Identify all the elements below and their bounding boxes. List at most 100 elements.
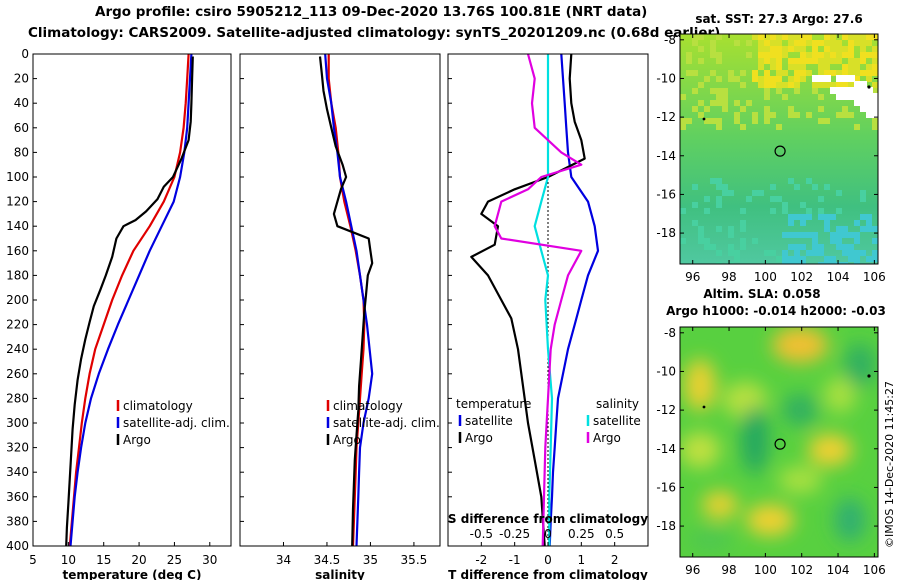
sst-cell (740, 82, 746, 88)
y-tick-label: -18 (656, 226, 676, 240)
sst-cell (860, 40, 866, 46)
sst-cell (776, 70, 782, 76)
sst-cell (836, 70, 842, 76)
sst-cell (704, 208, 710, 214)
sst-cell (818, 70, 824, 76)
x-tick-label: 98 (721, 563, 736, 577)
sst-cell (812, 250, 818, 256)
legend-label: satellite (465, 414, 513, 428)
sst-cell (776, 76, 782, 82)
sst-cell (806, 250, 812, 256)
sst-cell (806, 208, 812, 214)
sst-cell (794, 214, 800, 220)
sst-cell (824, 46, 830, 52)
sst-cell (788, 232, 794, 238)
sst-cell (830, 214, 836, 220)
sst-cell (692, 88, 698, 94)
sst-cell (746, 196, 752, 202)
secondary-tick-label: 0 (544, 527, 552, 541)
sst-cell (818, 58, 824, 64)
y-tick-label: 280 (6, 391, 29, 405)
difference-panel: -2 -1 0 1 2T difference from climatology (447, 53, 649, 580)
x-tick-label: 10 (61, 553, 76, 567)
x-tick-label: 5 (29, 553, 37, 567)
sst-cell (824, 40, 830, 46)
sst-cell (716, 52, 722, 58)
y-tick-label: -10 (656, 364, 676, 378)
sst-cell (812, 244, 818, 250)
sst-cell (758, 190, 764, 196)
sst-cell (716, 250, 722, 256)
sst-cell (746, 40, 752, 46)
sst-cell (788, 82, 794, 88)
x-tick-label: 34 (276, 553, 291, 567)
sst-cell (788, 256, 794, 262)
cloud-cell (854, 99, 861, 106)
sst-cell (686, 70, 692, 76)
sst-cell (866, 64, 872, 70)
sst-cell (788, 244, 794, 250)
sst-cell (788, 178, 794, 184)
sst-cell (860, 52, 866, 58)
x-tick-label: 100 (754, 563, 777, 577)
sla-blob (688, 528, 732, 552)
sst-cell (776, 52, 782, 58)
sst-cell (866, 256, 872, 262)
sst-cell (818, 196, 824, 202)
sst-cell (740, 70, 746, 76)
sst-cell (758, 64, 764, 70)
sst-cell (842, 244, 848, 250)
x-tick-label: 30 (202, 553, 217, 567)
sst-cell (872, 250, 878, 256)
sst-cell (728, 70, 734, 76)
temperature-panel: 0 20 40 60 80 100 120 140 160 180 200 220 240 260 280 3… (6, 47, 232, 580)
cloud-cell (866, 99, 873, 106)
cloud-cell (836, 93, 843, 100)
sst-cell (716, 178, 722, 184)
sst-cell (824, 34, 830, 40)
sst-cell (716, 184, 722, 190)
sst-cell (758, 52, 764, 58)
sst-cell (680, 208, 686, 214)
legend-label: Argo (123, 433, 151, 447)
argo-position-marker (774, 145, 786, 157)
x-tick-label: 98 (721, 270, 736, 284)
sst-cell (716, 76, 722, 82)
sst-cell (872, 46, 878, 52)
sst-cell (794, 46, 800, 52)
sst-cell (830, 46, 836, 52)
cloud-cell (842, 75, 849, 82)
sst-cell (812, 184, 818, 190)
series-line-2 (533, 54, 554, 546)
sst-cell (716, 226, 722, 232)
sst-cell (854, 238, 860, 244)
sst-cell (836, 58, 842, 64)
sst-cell (764, 46, 770, 52)
sst-cell (722, 106, 728, 112)
sst-cell (782, 46, 788, 52)
sst-cell (848, 64, 854, 70)
sst-cell (794, 244, 800, 250)
sst-cell (716, 202, 722, 208)
x-tick-label: 100 (754, 270, 777, 284)
climatology-title: Climatology: CARS2009. Satellite-adjuste… (28, 25, 721, 41)
x-tick-label: 106 (863, 270, 886, 284)
island-marker (702, 405, 706, 409)
sst-cell (806, 52, 812, 58)
sst-cell (872, 70, 878, 76)
sst-cell (782, 202, 788, 208)
sst-map-title: sat. SST: 27.3 Argo: 27.6 (695, 12, 862, 26)
y-tick-label: 220 (6, 318, 29, 332)
sst-cell (698, 232, 704, 238)
legend-label: Argo (333, 433, 361, 447)
sst-cell (800, 40, 806, 46)
sst-cell (872, 58, 878, 64)
sst-cell (692, 70, 698, 76)
sst-cell (758, 58, 764, 64)
map-frame (679, 33, 879, 265)
sst-cell (776, 58, 782, 64)
sst-cell (782, 250, 788, 256)
sst-cell (830, 34, 836, 40)
sst-cell (830, 58, 836, 64)
sst-cell (758, 76, 764, 82)
